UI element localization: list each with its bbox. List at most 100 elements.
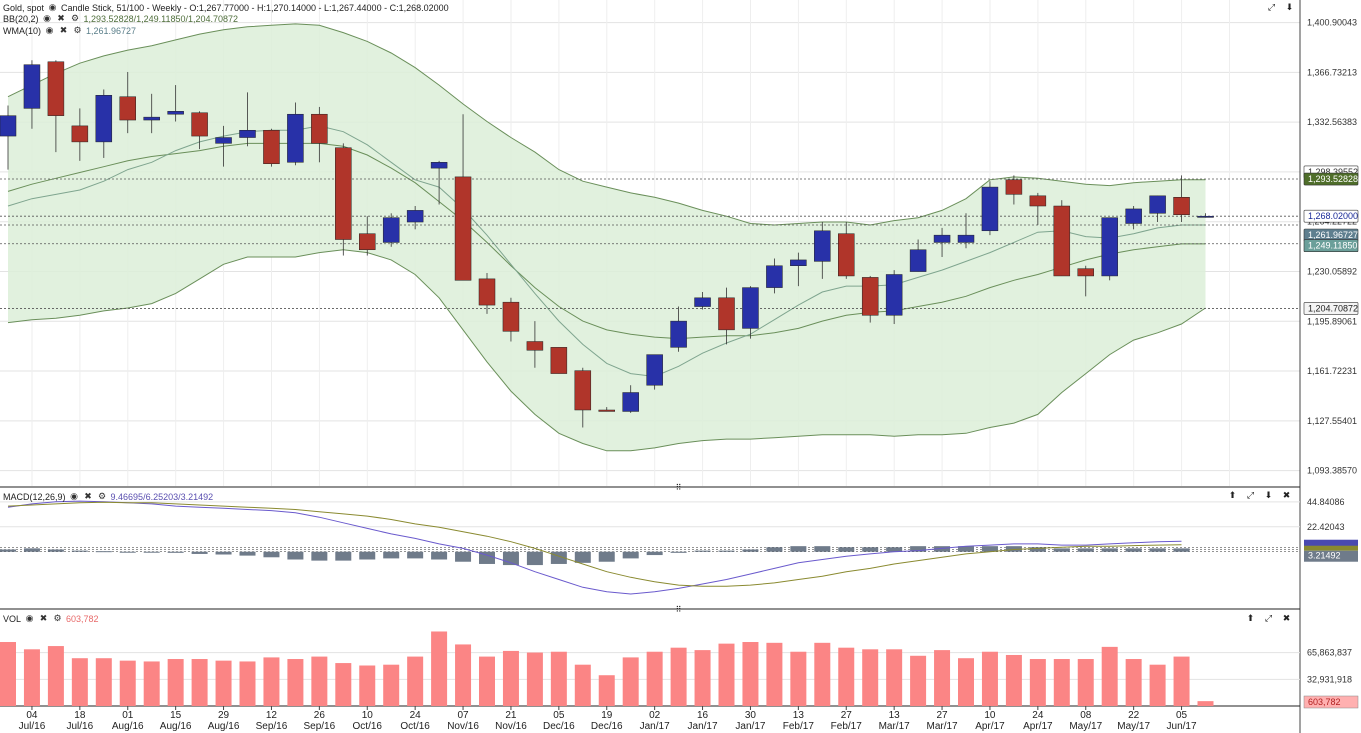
arrow-up-icon[interactable]: ⬆ (1246, 613, 1255, 623)
candle-up (1197, 215, 1214, 218)
time-tick-day: 10 (362, 710, 374, 721)
eye-icon[interactable]: ◉ (45, 25, 54, 35)
volume-bar (431, 631, 448, 706)
volume-bar (239, 661, 256, 706)
macd-histogram-bar (862, 547, 879, 552)
pane-resize-handle[interactable]: ⠿ (675, 605, 682, 614)
price-tag-bb-upper: 1,293.52828 (1308, 174, 1358, 184)
macd-tag-hist: 3.21492 (1308, 551, 1341, 561)
time-tick-day: 12 (266, 710, 278, 721)
price-level-lines (0, 178, 1300, 309)
candle-down (1173, 197, 1190, 216)
price-pane (0, 0, 1300, 486)
volume-bar (742, 642, 759, 706)
close-icon[interactable]: ✖ (1282, 613, 1291, 623)
macd-histogram-bar (910, 546, 927, 552)
time-tick-month: Jan/17 (735, 721, 765, 732)
candle-down (263, 129, 280, 165)
candle-down (119, 96, 136, 121)
time-tick-day: 15 (170, 710, 182, 721)
close-icon[interactable]: ✖ (84, 491, 92, 501)
volume-bar (0, 642, 16, 706)
gear-icon[interactable]: ⚙ (70, 13, 80, 23)
time-tick-month: Nov/16 (447, 721, 479, 732)
volume-bar (71, 658, 88, 706)
macd-tag-signal-box (1304, 545, 1358, 551)
macd-histogram-bar (359, 551, 376, 560)
eye-icon[interactable]: ◉ (70, 491, 78, 501)
volume-bar (910, 655, 927, 706)
volume-bar (1173, 656, 1190, 706)
macd-histogram-bar (646, 551, 663, 556)
close-icon[interactable]: ✖ (57, 13, 65, 23)
macd-histogram-bar (1005, 546, 1022, 552)
price-tick-label: 1,161.72231 (1307, 366, 1357, 376)
macd-histogram-bar (1077, 548, 1094, 552)
eye-icon[interactable]: ◉ (43, 13, 51, 23)
macd-histogram-bar (694, 550, 711, 552)
wma-line (7, 125, 1206, 378)
macd-histogram-bar (718, 550, 735, 552)
gear-icon[interactable]: ⚙ (97, 491, 107, 501)
macd-tag-macd-box (1304, 539, 1358, 547)
time-tick-month: Oct/16 (400, 721, 430, 732)
volume-bar (119, 660, 136, 706)
macd-histogram-bar (455, 551, 472, 562)
macd-histogram-bar (23, 548, 40, 552)
time-tick-day: 27 (936, 710, 948, 721)
candle-up (23, 64, 41, 109)
expand-icon[interactable]: ⤢ (1267, 2, 1276, 12)
macd-histogram-bar (71, 550, 88, 552)
volume-bar (574, 664, 591, 706)
candle-down (598, 409, 615, 412)
macd-histogram-bar (1125, 548, 1142, 552)
candle-down (71, 125, 89, 143)
arrow-up-icon[interactable]: ⬆ (1228, 490, 1237, 500)
candle-up (885, 274, 903, 316)
volume-bar (646, 651, 663, 706)
eye-icon[interactable]: ◉ (48, 2, 57, 12)
time-tick-day: 01 (122, 710, 134, 721)
macd-histogram-bar (287, 551, 304, 560)
candle-down (502, 301, 520, 332)
close-icon[interactable]: ✖ (39, 613, 48, 623)
volume-bar (526, 652, 543, 706)
time-tick-month: Aug/16 (208, 721, 240, 732)
macd-histogram-bar (335, 551, 352, 561)
eye-icon[interactable]: ◉ (25, 613, 34, 623)
time-tick-day: 16 (697, 710, 709, 721)
candle-up (382, 217, 400, 243)
candle-up (909, 249, 927, 272)
volume-legend: VOL ◉ ✖ ⚙ 603,782 (3, 613, 99, 624)
macd-histogram-bar (239, 551, 256, 556)
arrow-down-icon[interactable]: ⬇ (1264, 490, 1273, 500)
candle-up (694, 297, 711, 307)
volume-bar (143, 661, 160, 706)
gear-icon[interactable]: ⚙ (53, 613, 62, 623)
time-tick-day: 13 (889, 710, 901, 721)
time-tick-day: 08 (1080, 710, 1092, 721)
time-tick-month: Mar/17 (879, 721, 911, 732)
close-icon[interactable]: ✖ (1282, 490, 1291, 500)
candle-up (287, 113, 304, 163)
pane-resize-handle[interactable]: ⠿ (675, 483, 682, 492)
time-tick-day: 02 (649, 710, 661, 721)
volume-bar (383, 664, 400, 706)
volume-bar (287, 659, 304, 706)
candle-down (191, 112, 208, 137)
expand-icon[interactable]: ⤢ (1246, 490, 1255, 500)
time-tick-month: May/17 (1069, 721, 1102, 732)
time-tick-month: Jun/17 (1167, 721, 1197, 732)
expand-icon[interactable]: ⤢ (1264, 613, 1273, 623)
candle-down (574, 370, 592, 411)
price-tick-label: 1,195.89061 (1307, 316, 1357, 326)
price-tick-label: 1,332.56383 (1307, 117, 1357, 127)
price-tag-bb-middle-box (1303, 239, 1359, 253)
volume-bar (694, 650, 711, 706)
arrow-down-icon[interactable]: ⬇ (1285, 2, 1294, 12)
candle-up (957, 234, 975, 243)
close-icon[interactable]: ✖ (59, 25, 68, 35)
time-tick-month: Jan/17 (640, 721, 670, 732)
gear-icon[interactable]: ⚙ (73, 25, 82, 35)
